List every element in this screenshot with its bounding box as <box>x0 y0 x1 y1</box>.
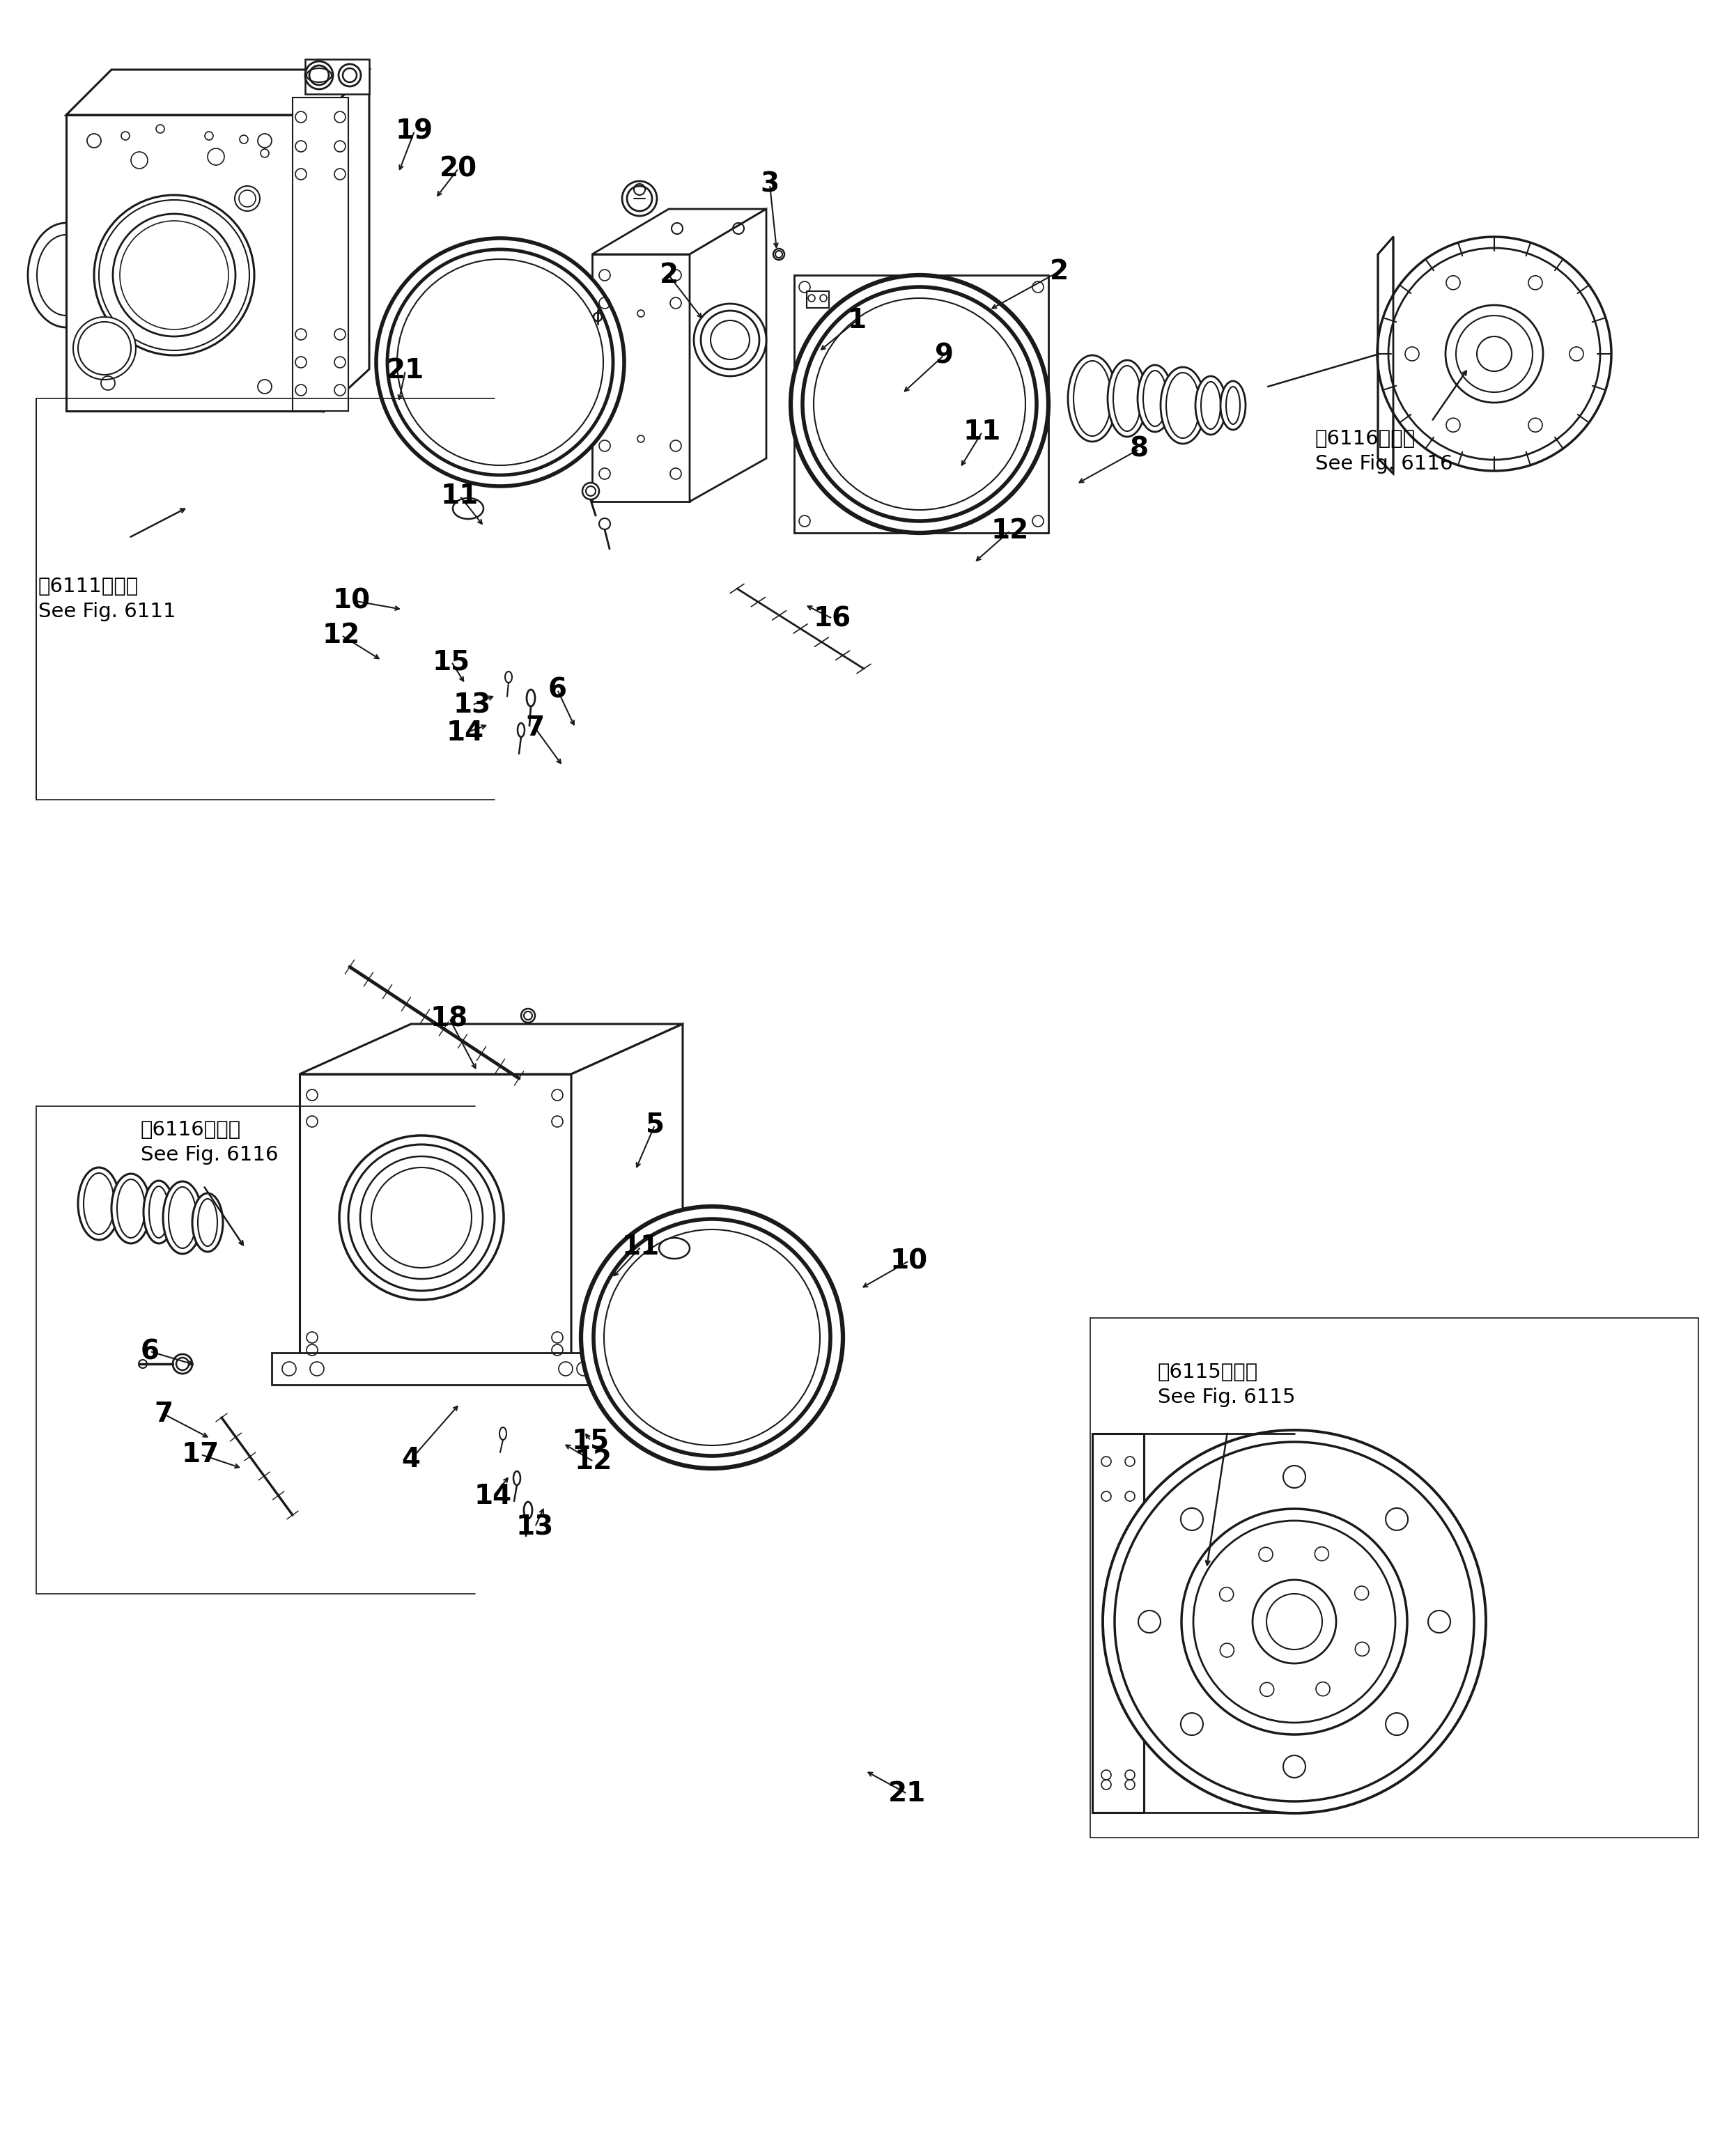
Text: 20: 20 <box>439 156 477 182</box>
Polygon shape <box>293 99 349 411</box>
Circle shape <box>599 518 611 529</box>
Circle shape <box>295 141 307 152</box>
Ellipse shape <box>1068 356 1116 441</box>
Polygon shape <box>793 274 1049 533</box>
Ellipse shape <box>1137 364 1172 433</box>
Circle shape <box>335 358 345 368</box>
Polygon shape <box>325 71 370 411</box>
Text: 21: 21 <box>387 358 424 383</box>
Circle shape <box>335 328 345 341</box>
Text: 7: 7 <box>155 1401 174 1427</box>
Circle shape <box>295 169 307 180</box>
Circle shape <box>73 317 135 379</box>
Circle shape <box>582 482 599 499</box>
Text: 第6116図参照
See Fig. 6116: 第6116図参照 See Fig. 6116 <box>141 1120 278 1165</box>
Circle shape <box>295 328 307 341</box>
Ellipse shape <box>1161 366 1205 443</box>
Circle shape <box>790 274 1049 533</box>
Circle shape <box>694 304 766 377</box>
Polygon shape <box>571 1024 682 1371</box>
Circle shape <box>521 1009 535 1022</box>
Polygon shape <box>66 71 370 116</box>
Circle shape <box>621 182 656 216</box>
Polygon shape <box>66 116 325 411</box>
Text: 7: 7 <box>526 715 545 741</box>
Text: 15: 15 <box>432 649 470 675</box>
Ellipse shape <box>1108 360 1147 437</box>
Text: 第6111図参照
See Fig. 6111: 第6111図参照 See Fig. 6111 <box>38 576 175 621</box>
Polygon shape <box>592 255 689 501</box>
Polygon shape <box>1092 1433 1144 1812</box>
Circle shape <box>94 195 253 356</box>
Ellipse shape <box>1220 381 1245 431</box>
Ellipse shape <box>78 1167 120 1240</box>
Text: 2: 2 <box>1050 259 1068 285</box>
Text: 10: 10 <box>891 1247 929 1274</box>
Polygon shape <box>807 291 830 308</box>
Circle shape <box>773 248 785 259</box>
Text: 13: 13 <box>516 1514 554 1540</box>
Circle shape <box>1102 1431 1486 1814</box>
Text: 15: 15 <box>571 1427 609 1454</box>
Text: 1: 1 <box>847 306 866 334</box>
Text: 5: 5 <box>646 1112 665 1137</box>
Text: 12: 12 <box>323 621 361 649</box>
Circle shape <box>335 169 345 180</box>
Text: 14: 14 <box>474 1482 512 1510</box>
Polygon shape <box>300 1024 682 1073</box>
Text: 10: 10 <box>333 587 372 615</box>
Text: 8: 8 <box>1130 437 1149 463</box>
Polygon shape <box>592 210 766 255</box>
Circle shape <box>295 358 307 368</box>
Ellipse shape <box>111 1174 151 1242</box>
Text: 12: 12 <box>575 1448 613 1474</box>
Circle shape <box>335 386 345 396</box>
Text: 18: 18 <box>431 1005 469 1032</box>
Ellipse shape <box>163 1182 201 1253</box>
Text: 14: 14 <box>446 720 484 745</box>
Text: 4: 4 <box>401 1446 420 1472</box>
Polygon shape <box>273 1354 599 1386</box>
Text: 3: 3 <box>760 171 779 197</box>
Circle shape <box>582 1206 844 1469</box>
Text: 11: 11 <box>963 418 1002 446</box>
Text: 6: 6 <box>549 677 566 703</box>
Circle shape <box>306 62 333 90</box>
Ellipse shape <box>1196 377 1226 435</box>
Polygon shape <box>1378 238 1394 473</box>
Circle shape <box>295 386 307 396</box>
Text: 6: 6 <box>141 1339 160 1364</box>
Circle shape <box>335 111 345 122</box>
Text: 11: 11 <box>441 482 479 510</box>
Text: 17: 17 <box>182 1442 219 1467</box>
Text: 9: 9 <box>934 343 953 368</box>
Circle shape <box>335 141 345 152</box>
Polygon shape <box>689 210 766 501</box>
Polygon shape <box>300 1073 571 1371</box>
Text: 2: 2 <box>660 261 679 289</box>
Text: 12: 12 <box>991 518 1029 544</box>
Text: 11: 11 <box>621 1234 660 1259</box>
Text: 13: 13 <box>453 692 491 718</box>
Text: 第6115図参照
See Fig. 6115: 第6115図参照 See Fig. 6115 <box>1158 1362 1295 1407</box>
Polygon shape <box>306 60 370 94</box>
Circle shape <box>174 1354 193 1373</box>
Circle shape <box>295 111 307 122</box>
Circle shape <box>1377 238 1611 471</box>
Text: 21: 21 <box>889 1780 925 1808</box>
Circle shape <box>377 238 625 486</box>
Circle shape <box>339 64 361 86</box>
Text: 16: 16 <box>814 606 851 632</box>
Ellipse shape <box>193 1193 222 1251</box>
Circle shape <box>339 1135 503 1300</box>
Text: 19: 19 <box>396 118 434 144</box>
Ellipse shape <box>144 1180 174 1242</box>
Text: 第6116図参照
See Fig. 6116: 第6116図参照 See Fig. 6116 <box>1316 428 1453 473</box>
